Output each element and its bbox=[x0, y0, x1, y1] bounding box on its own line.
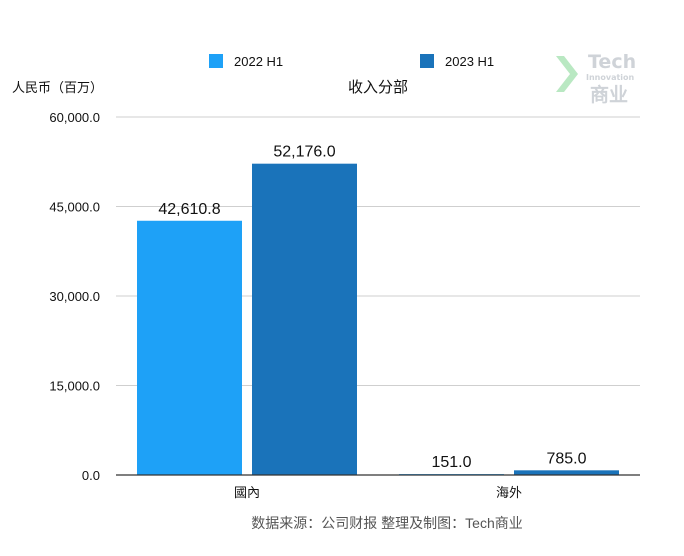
chart-title: 收入分部 bbox=[348, 79, 408, 96]
svg-text:商业: 商业 bbox=[590, 83, 628, 106]
legend-label-2023-h1: 2023 H1 bbox=[445, 54, 494, 69]
y-axis-ticks: 0.0 15,000.0 30,000.0 45,000.0 60,000.0 bbox=[49, 110, 100, 483]
logo-chevron-icon bbox=[556, 56, 578, 92]
watermark-logo: Tech Innovation 商业 bbox=[556, 51, 636, 106]
bars bbox=[137, 163, 619, 475]
y-tick-label: 0.0 bbox=[82, 468, 100, 483]
legend-swatch-2022-h1 bbox=[209, 54, 223, 68]
x-category-label: 海外 bbox=[496, 485, 522, 500]
data-label: 52,176.0 bbox=[273, 144, 335, 161]
data-label: 42,610.8 bbox=[158, 201, 220, 218]
bar bbox=[252, 163, 357, 475]
bar bbox=[514, 470, 619, 475]
y-tick-label: 15,000.0 bbox=[49, 379, 100, 394]
x-category-label: 國內 bbox=[234, 485, 260, 500]
bar bbox=[137, 220, 242, 475]
data-label: 785.0 bbox=[546, 450, 586, 467]
svg-text:Innovation: Innovation bbox=[586, 73, 635, 82]
y-tick-label: 45,000.0 bbox=[49, 200, 100, 215]
y-axis-unit-label: 人民币（百万） bbox=[12, 80, 103, 95]
legend-label-2022-h1: 2022 H1 bbox=[234, 54, 283, 69]
y-tick-label: 60,000.0 bbox=[49, 110, 100, 125]
source-note: 数据来源：公司财报 整理及制图：Tech商业 bbox=[251, 515, 522, 531]
legend-swatch-2023-h1 bbox=[420, 54, 434, 68]
legend: 2022 H1 2023 H1 bbox=[209, 54, 494, 69]
data-labels: 42,610.8 52,176.0 151.0 785.0 bbox=[158, 144, 586, 471]
data-label: 151.0 bbox=[431, 454, 471, 471]
y-tick-label: 30,000.0 bbox=[49, 289, 100, 304]
svg-text:Tech: Tech bbox=[588, 51, 636, 73]
x-axis-categories: 國內 海外 bbox=[234, 485, 522, 500]
